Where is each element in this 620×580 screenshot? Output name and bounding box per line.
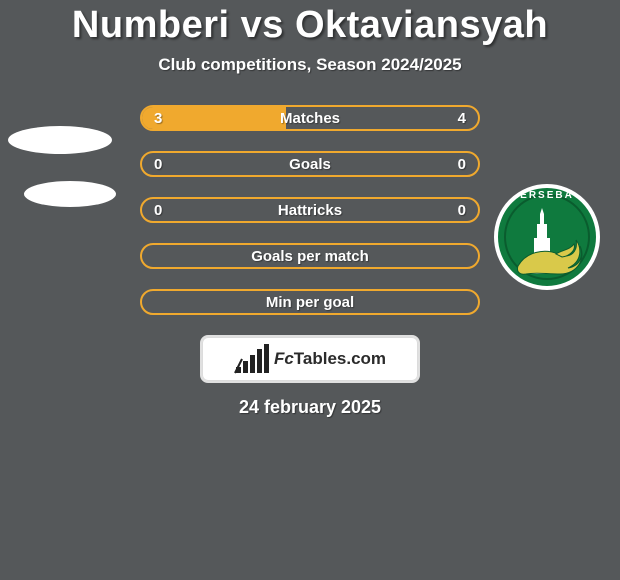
crest-art: [506, 202, 588, 278]
logo-text: FcTables.com: [274, 349, 386, 369]
subtitle: Club competitions, Season 2024/2025: [0, 55, 620, 75]
stat-row: Goals per match: [140, 243, 480, 269]
fctables-logo: FcTables.com: [200, 335, 420, 383]
stat-row: 00Hattricks: [140, 197, 480, 223]
crest-text: ERSEBA: [498, 190, 596, 201]
stat-label: Goals per match: [142, 248, 478, 265]
player-left-ellipse-2: [24, 181, 116, 207]
stat-label: Hattricks: [142, 202, 478, 219]
stat-label: Min per goal: [142, 294, 478, 311]
stat-row-wrap: 34Matches: [0, 105, 620, 131]
logo-text-rest: Tables.com: [294, 349, 386, 368]
stat-label: Goals: [142, 156, 478, 173]
team-crest: ERSEBA: [494, 184, 600, 290]
stat-row: Min per goal: [140, 289, 480, 315]
stat-row-wrap: 00Goals: [0, 151, 620, 177]
page-title: Numberi vs Oktaviansyah: [0, 4, 620, 47]
logo-bars-icon: [234, 344, 270, 374]
infographic-container: Numberi vs Oktaviansyah Club competition…: [0, 4, 620, 580]
player-left-ellipse-1: [8, 126, 112, 154]
stat-row-wrap: Min per goal: [0, 289, 620, 315]
stat-label: Matches: [142, 110, 478, 127]
date: 24 february 2025: [0, 397, 620, 418]
stat-row: 34Matches: [140, 105, 480, 131]
stat-row: 00Goals: [140, 151, 480, 177]
logo-text-fc: Fc: [274, 349, 294, 368]
